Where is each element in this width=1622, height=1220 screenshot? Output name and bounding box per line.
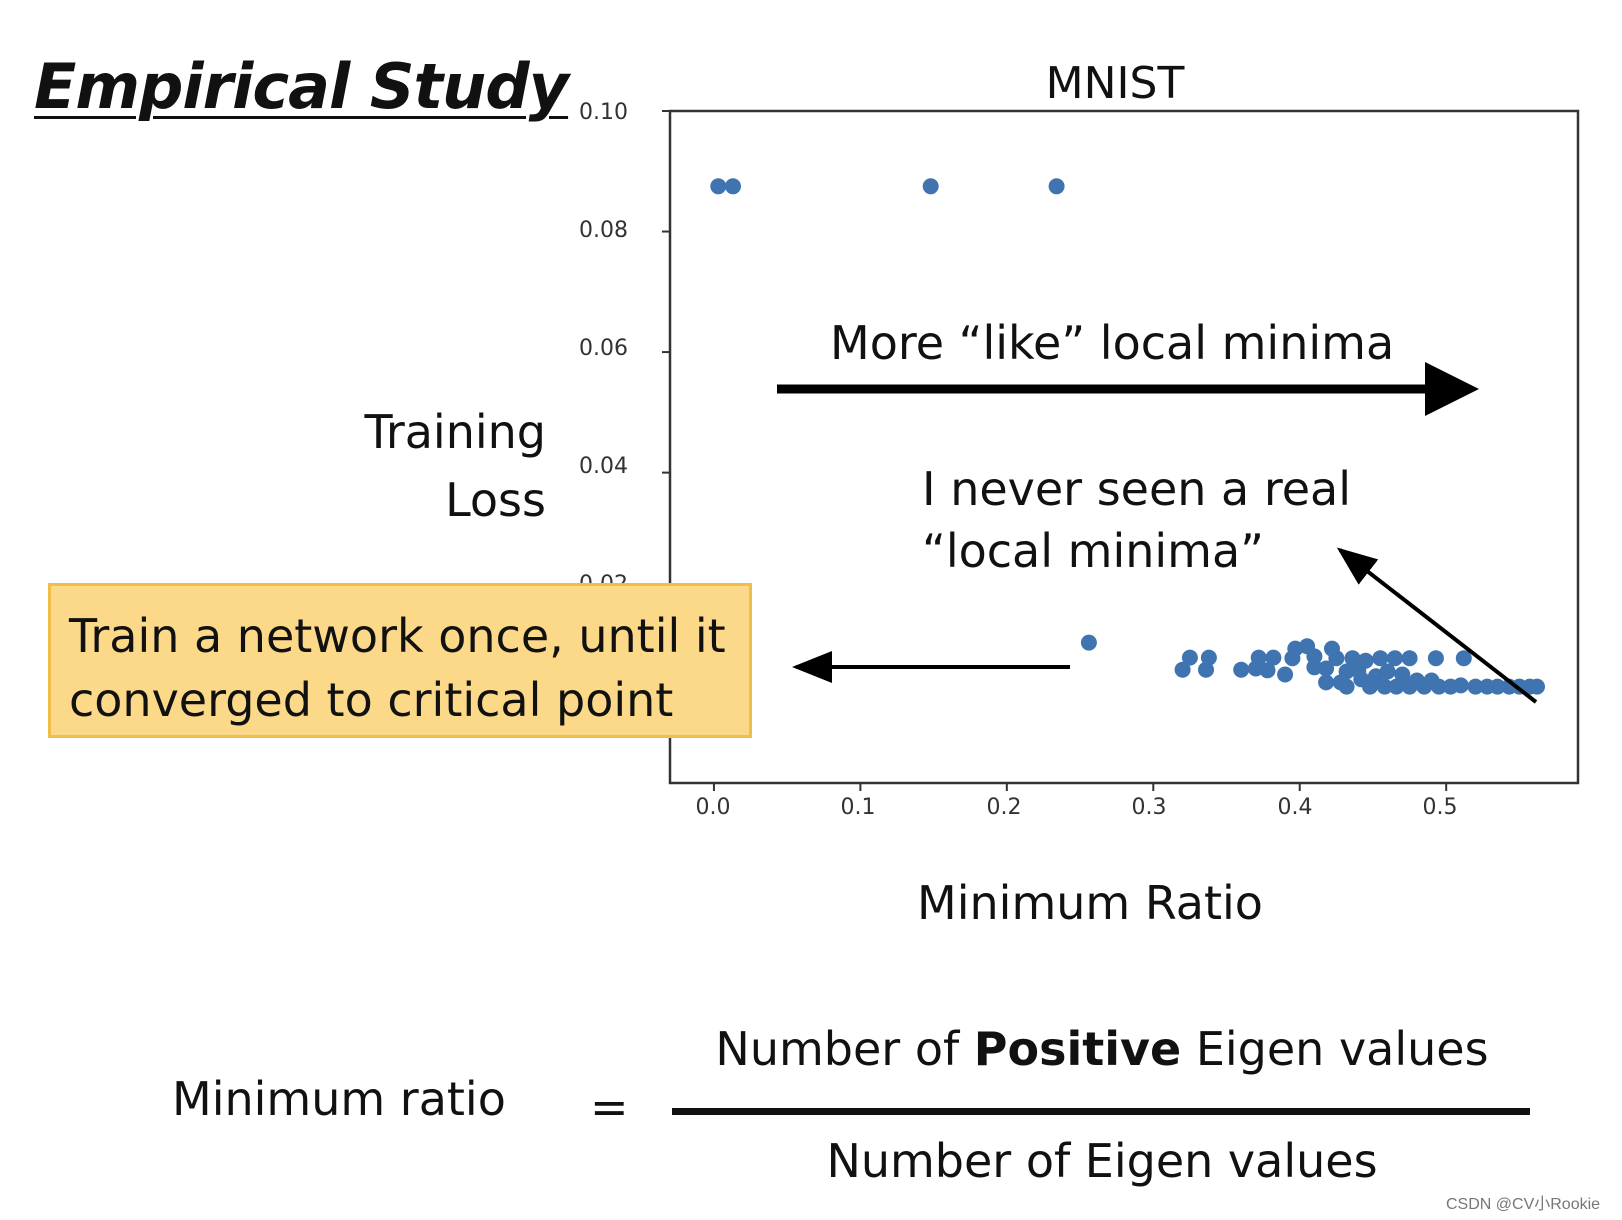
- y-tick-label: 0.04: [579, 454, 628, 479]
- data-point: [1344, 650, 1361, 667]
- data-point: [1401, 650, 1418, 667]
- y-tick-label: 0.10: [579, 100, 628, 125]
- y-axis-label: Training Loss: [300, 398, 546, 534]
- data-point: [1048, 178, 1065, 195]
- data-point: [1198, 661, 1214, 678]
- data-point: [1181, 649, 1198, 666]
- data-point: [1529, 678, 1545, 695]
- formula-equals-sign: =: [590, 1080, 629, 1134]
- data-point: [1318, 660, 1335, 677]
- data-point: [1452, 677, 1469, 694]
- data-point: [1277, 666, 1294, 683]
- never-seen-local-minima-annotation: I never seen a real “local minima”: [922, 458, 1351, 582]
- numerator-text-before: Number of: [715, 1022, 974, 1076]
- never-seen-line-1: I never seen a real: [922, 462, 1352, 516]
- data-point: [1455, 650, 1472, 667]
- data-point: [1427, 650, 1444, 667]
- data-point: [1259, 662, 1276, 679]
- watermark: CSDN @CV小Rookie: [1446, 1196, 1601, 1213]
- callout-line-2: converged to critical point: [69, 673, 674, 727]
- data-point: [1376, 678, 1393, 695]
- data-point: [1306, 648, 1323, 665]
- data-point: [1386, 650, 1403, 667]
- never-seen-line-2: “local minima”: [922, 524, 1264, 578]
- formula-numerator: Number of Positive Eigen values: [672, 1022, 1532, 1076]
- data-point: [1394, 666, 1411, 683]
- data-points: [710, 178, 1545, 695]
- plot-frame: [668, 109, 1580, 785]
- slide-title: Empirical Study: [34, 50, 569, 123]
- data-point: [922, 178, 939, 195]
- data-point: [1265, 649, 1282, 666]
- callout-line-1: Train a network once, until it: [69, 609, 726, 663]
- formula-denominator: Number of Eigen values: [826, 1134, 1378, 1188]
- data-point: [1357, 652, 1374, 669]
- data-point: [725, 178, 741, 195]
- data-point: [1338, 663, 1355, 680]
- data-point: [1328, 650, 1345, 667]
- data-point: [710, 178, 727, 195]
- training-callout-box: Train a network once, until it converged…: [48, 583, 752, 738]
- y-axis-label-line-2: Loss: [445, 473, 546, 527]
- y-axis-label-line-1: Training: [364, 405, 546, 459]
- numerator-text-after: Eigen values: [1181, 1022, 1489, 1076]
- data-point: [1200, 649, 1217, 666]
- formula-lhs: Minimum ratio: [172, 1072, 506, 1126]
- x-tick-label: 0.0: [695, 795, 731, 820]
- data-point: [1250, 649, 1267, 666]
- data-point: [1489, 678, 1506, 695]
- chart-title: MNIST: [1045, 58, 1185, 109]
- more-like-local-minima-annotation: More “like” local minima: [830, 316, 1395, 370]
- x-tick-label: 0.4: [1277, 795, 1313, 820]
- x-tick-label: 0.5: [1422, 795, 1458, 820]
- data-point: [1174, 661, 1191, 678]
- x-tick-label: 0.3: [1131, 795, 1167, 820]
- data-point: [1080, 634, 1097, 651]
- numerator-bold-word: Positive: [973, 1022, 1182, 1076]
- y-tick-label: 0.08: [579, 218, 628, 243]
- data-point: [1430, 678, 1447, 695]
- y-tick-label: 0.06: [579, 336, 628, 361]
- data-point: [1388, 678, 1405, 695]
- data-point: [1467, 678, 1484, 695]
- x-axis-label: Minimum Ratio: [917, 876, 1263, 930]
- data-point: [1318, 674, 1335, 691]
- data-point: [1379, 663, 1396, 680]
- data-point: [1233, 661, 1250, 678]
- x-tick-label: 0.2: [986, 795, 1022, 820]
- x-tick-label: 0.1: [840, 795, 876, 820]
- never-seen-arrow: [1336, 547, 1538, 704]
- data-point: [1372, 650, 1389, 667]
- fraction-bar: [672, 1108, 1530, 1115]
- data-point: [1338, 678, 1355, 695]
